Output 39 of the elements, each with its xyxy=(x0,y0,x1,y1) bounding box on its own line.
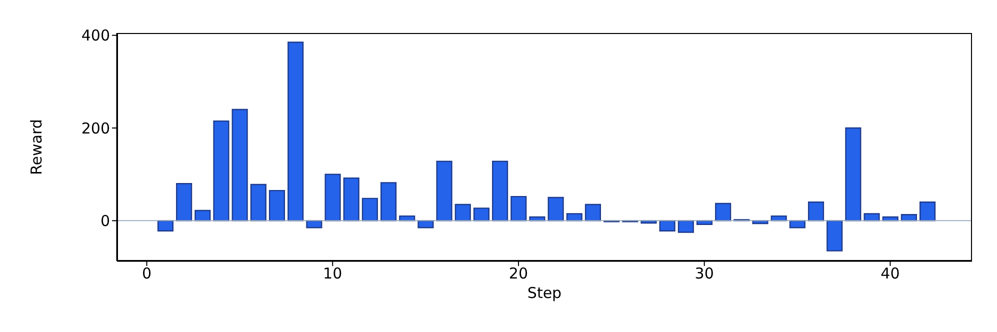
bar xyxy=(845,127,862,222)
bar xyxy=(324,174,341,222)
bar xyxy=(213,120,230,222)
bar xyxy=(232,108,248,222)
x-tick-label: 10 xyxy=(323,264,342,283)
bar xyxy=(454,204,471,222)
bar xyxy=(826,220,843,252)
bar xyxy=(659,220,676,232)
y-tick-label: 200 xyxy=(81,119,110,138)
y-axis-title: Reward xyxy=(27,119,46,175)
x-tick-label: 30 xyxy=(694,264,714,283)
bar xyxy=(380,182,397,222)
bar xyxy=(920,202,936,222)
y-tick-label: 0 xyxy=(100,212,110,230)
bar xyxy=(864,213,880,222)
bar xyxy=(678,220,694,233)
x-tick-label: 20 xyxy=(508,264,528,283)
bar xyxy=(548,196,564,222)
bar xyxy=(808,202,824,222)
bar xyxy=(566,213,582,222)
bar xyxy=(343,177,360,222)
bar xyxy=(473,208,490,222)
bar xyxy=(362,198,378,222)
bar xyxy=(510,196,527,222)
bar xyxy=(584,204,601,222)
bar xyxy=(900,214,917,222)
bar xyxy=(436,160,452,222)
bar xyxy=(492,160,508,222)
bar xyxy=(288,42,304,222)
bar xyxy=(268,190,286,222)
x-tick-label: 40 xyxy=(880,264,900,283)
bar xyxy=(250,184,266,222)
x-tick-label: 0 xyxy=(142,264,152,283)
x-axis-title: Step xyxy=(527,284,562,302)
y-tick-label: 400 xyxy=(81,26,110,45)
bar xyxy=(715,202,732,222)
bar xyxy=(157,220,174,232)
bar xyxy=(176,183,192,222)
bar xyxy=(194,210,211,222)
